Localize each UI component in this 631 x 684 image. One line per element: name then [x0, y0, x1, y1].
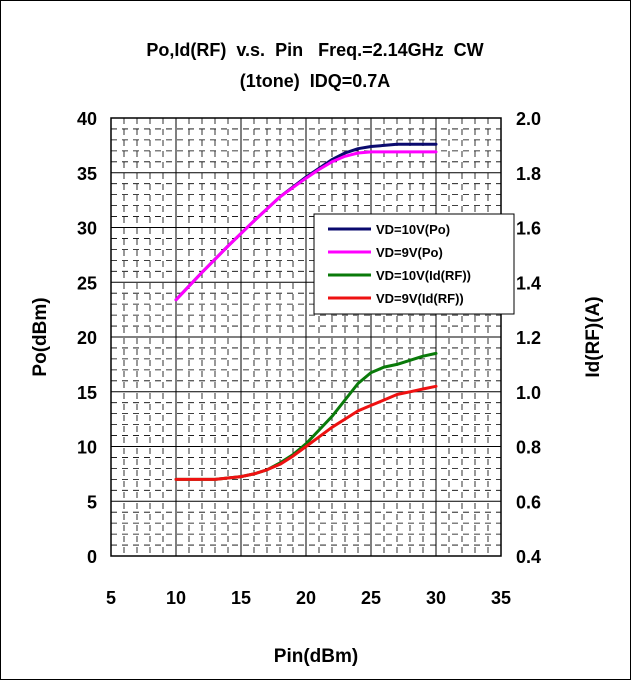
chart-title-line1: Po,Id(RF) v.s. Pin Freq.=2.14GHz CW [146, 40, 483, 60]
y-right-tick-label: 0.8 [516, 438, 541, 458]
plot-area-border [110, 117, 502, 557]
y-left-tick-label: 5 [87, 492, 97, 512]
y-right-tick-label: 1.0 [516, 383, 541, 403]
grid [111, 118, 501, 556]
legend-label: VD=9V(Id(RF)) [376, 291, 464, 306]
legend-label: VD=9V(Po) [376, 245, 443, 260]
series-lines [174, 142, 438, 481]
y-right-tick-label: 0.6 [516, 492, 541, 512]
y-left-tick-label: 0 [87, 547, 97, 567]
x-tick-label: 10 [166, 588, 186, 608]
chart-title-line2: (1tone) IDQ=0.7A [240, 71, 391, 91]
y-right-tick-label: 2.0 [516, 109, 541, 129]
y-left-tick-label: 40 [77, 109, 97, 129]
y-right-tick-label: 1.6 [516, 219, 541, 239]
y-left-tick-label: 20 [77, 328, 97, 348]
tick-labels: 5 10 15 20 25 30 35 0 5 10 15 20 25 30 35 40 0.4 0.6 0.8 1.… [77, 109, 541, 608]
x-axis-label: Pin(dBm) [274, 646, 358, 667]
legend: VD=10V(Po) VD=9V(Po) VD=10V(Id(RF)) VD=9V(I… [313, 213, 515, 315]
y-right-tick-label: 1.4 [516, 273, 541, 293]
y-left-tick-label: 25 [77, 273, 97, 293]
y-axis-label-right: Id(RF)(A) [583, 296, 604, 377]
series-line-vd-9v-po- [174, 150, 438, 302]
x-tick-label: 25 [361, 588, 381, 608]
x-tick-label: 5 [106, 588, 116, 608]
legend-label: VD=10V(Id(RF)) [376, 268, 471, 283]
y-right-tick-label: 1.8 [516, 164, 541, 184]
y-left-tick-label: 10 [77, 438, 97, 458]
y-left-tick-label: 35 [77, 164, 97, 184]
y-axis-label-left: Po(dBm) [30, 297, 51, 376]
y-right-tick-label: 0.4 [516, 547, 541, 567]
series-line-vd-9v-id-rf- [174, 384, 438, 481]
x-tick-label: 35 [491, 588, 511, 608]
x-tick-label: 20 [296, 588, 316, 608]
x-tick-label: 30 [426, 588, 446, 608]
legend-label: VD=10V(Po) [376, 222, 450, 237]
y-left-tick-label: 15 [77, 383, 97, 403]
y-right-tick-label: 1.2 [516, 328, 541, 348]
y-left-tick-label: 30 [77, 219, 97, 239]
x-tick-label: 15 [231, 588, 251, 608]
